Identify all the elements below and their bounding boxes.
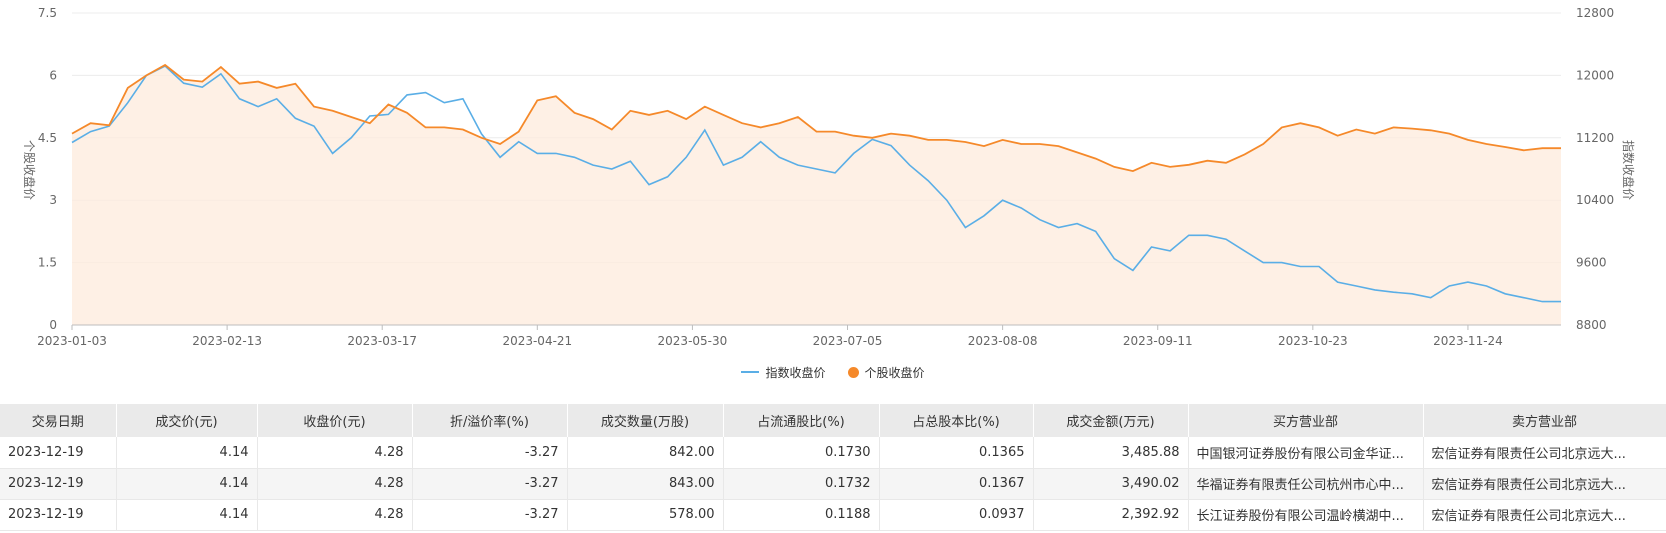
x-tick-label: 2023-07-05 [813,334,883,348]
cell-float-ratio: 0.1188 [723,499,880,531]
cell-deal-price: 4.14 [116,468,258,500]
tick-labels: 0 1.5 3 4.5 6 7.5 8800 9600 10400 11200 12000 12800… [37,6,1614,348]
cell-buyer: 华福证券有限责任公司杭州市心中... [1188,468,1424,500]
cell-seller: 宏信证券有限责任公司北京远大... [1423,468,1666,500]
cell-amount: 3,485.88 [1033,437,1189,469]
legend-label-index: 指数收盘价 [765,365,826,380]
left-tick-label: 6 [49,68,57,82]
cell-close-price: 4.28 [257,499,413,531]
chart-legend: 指数收盘价 个股收盘价 [0,362,1666,382]
index-close-line[interactable] [71,65,1561,303]
legend-item-index[interactable]: 指数收盘价 [741,364,826,381]
right-tick-label: 10400 [1576,193,1614,207]
cell-float-ratio: 0.1730 [723,437,880,469]
stock-close-line[interactable] [71,63,1561,173]
left-tick-label: 7.5 [38,6,57,20]
cell-total-ratio: 0.1367 [879,468,1034,500]
legend-label-stock: 个股收盘价 [864,365,925,380]
x-tick-label: 2023-05-30 [658,334,728,348]
cell-deal-price: 4.14 [116,437,258,469]
right-tick-label: 12000 [1576,68,1614,82]
col-header-seller[interactable]: 卖方营业部 [1423,404,1666,437]
cell-date: 2023-12-19 [0,499,117,531]
col-header-date[interactable]: 交易日期 [0,404,117,437]
legend-line-icon [741,371,760,373]
cell-seller: 宏信证券有限责任公司北京远大... [1423,499,1666,531]
col-header-amount[interactable]: 成交金额(万元) [1033,404,1189,437]
cell-deal-price: 4.14 [116,499,258,531]
col-header-buyer[interactable]: 买方营业部 [1188,404,1424,437]
col-header-float-ratio[interactable]: 占流通股比(%) [723,404,880,437]
col-header-deal-price[interactable]: 成交价(元) [116,404,258,437]
legend-item-stock[interactable]: 个股收盘价 [847,364,925,381]
x-tick-label: 2023-02-13 [192,334,262,348]
right-tick-label: 12800 [1576,6,1614,20]
cell-premium-rate: -3.27 [412,468,568,500]
cell-buyer: 长江证券股份有限公司温岭横湖中... [1188,499,1424,531]
cell-volume: 842.00 [567,437,724,469]
table-header-row: 交易日期 成交价(元) 收盘价(元) 折/溢价率(%) 成交数量(万股) 占流通… [0,404,1666,437]
left-tick-label: 1.5 [38,256,57,270]
axes [71,324,1561,330]
stock-area-fill [72,65,1561,325]
right-tick-label: 8800 [1576,318,1607,332]
col-header-close-price[interactable]: 收盘价(元) [257,404,413,437]
cell-amount: 3,490.02 [1033,468,1189,500]
cell-premium-rate: -3.27 [412,499,568,531]
legend-circle-icon [847,366,859,378]
x-tick-label: 2023-01-03 [37,334,107,348]
left-tick-label: 4.5 [38,131,57,145]
left-tick-label: 0 [49,318,57,332]
cell-total-ratio: 0.0937 [879,499,1034,531]
cell-total-ratio: 0.1365 [879,437,1034,469]
table-row: 2023-12-19 4.14 4.28 -3.27 843.00 0.1732… [0,468,1666,500]
cell-date: 2023-12-19 [0,468,117,500]
x-tick-label: 2023-09-11 [1123,334,1193,348]
col-header-volume[interactable]: 成交数量(万股) [567,404,724,437]
x-tick-label: 2023-04-21 [502,334,572,348]
col-header-total-ratio[interactable]: 占总股本比(%) [879,404,1034,437]
cell-buyer: 中国银河证券股份有限公司金华证... [1188,437,1424,469]
price-chart: 0 1.5 3 4.5 6 7.5 8800 9600 10400 11200 12000 12800… [22,6,1636,348]
left-axis-label: 个股收盘价 [22,140,37,200]
cell-close-price: 4.28 [257,468,413,500]
cell-float-ratio: 0.1732 [723,468,880,500]
right-axis-label: 指数收盘价 [1621,140,1636,200]
cell-amount: 2,392.92 [1033,499,1189,531]
table-row: 2023-12-19 4.14 4.28 -3.27 578.00 0.1188… [0,499,1666,531]
left-tick-label: 3 [49,193,57,207]
table-row: 2023-12-19 4.14 4.28 -3.27 842.00 0.1730… [0,437,1666,469]
block-trade-table: 交易日期 成交价(元) 收盘价(元) 折/溢价率(%) 成交数量(万股) 占流通… [0,404,1666,531]
cell-seller: 宏信证券有限责任公司北京远大... [1423,437,1666,469]
cell-close-price: 4.28 [257,437,413,469]
cell-date: 2023-12-19 [0,437,117,469]
cell-premium-rate: -3.27 [412,437,568,469]
cell-volume: 843.00 [567,468,724,500]
right-tick-label: 11200 [1576,131,1614,145]
right-tick-label: 9600 [1576,256,1607,270]
x-tick-label: 2023-03-17 [347,334,417,348]
x-tick-label: 2023-08-08 [968,334,1038,348]
cell-volume: 578.00 [567,499,724,531]
col-header-premium-rate[interactable]: 折/溢价率(%) [412,404,568,437]
x-tick-label: 2023-11-24 [1433,334,1503,348]
x-tick-label: 2023-10-23 [1278,334,1348,348]
